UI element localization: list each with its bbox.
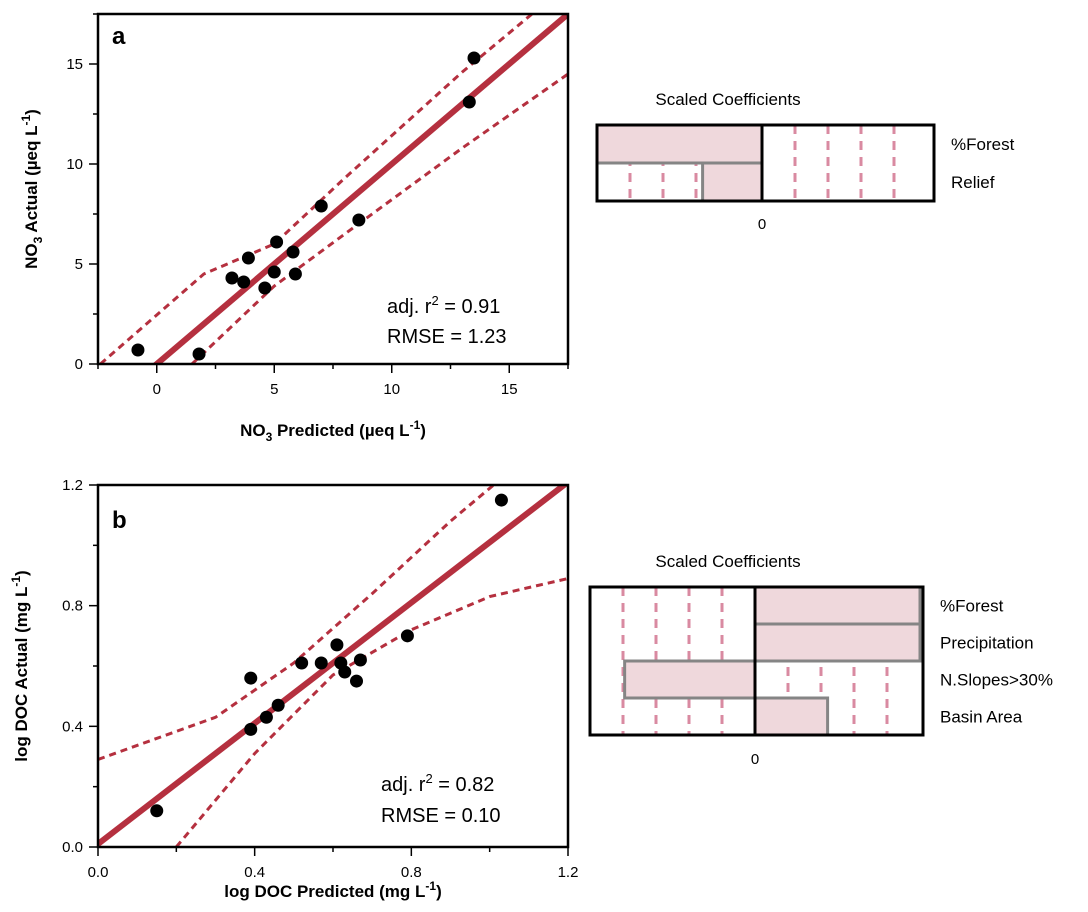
coef-b-title: Scaled Coefficients: [655, 552, 800, 571]
data-point: [314, 656, 328, 670]
coef-bar: [595, 123, 764, 165]
data-point: [244, 671, 258, 685]
y-tick-label: 15: [66, 56, 83, 73]
panel-b-points: [150, 493, 508, 818]
ci-lower-line: [175, 577, 568, 847]
data-point: [271, 698, 285, 712]
data-point: [352, 213, 366, 227]
data-point: [338, 665, 352, 679]
data-point: [353, 653, 367, 667]
coef-zero-label: 0: [758, 216, 766, 233]
panel-a-points: [131, 51, 481, 361]
coef-bar: [753, 622, 922, 663]
data-point: [286, 245, 300, 259]
panel-b-letter: b: [112, 507, 127, 534]
data-point: [288, 267, 302, 281]
coef-zero-label: 0: [751, 751, 759, 768]
coef-frame: [595, 123, 936, 203]
coef-bar-label: Relief: [951, 173, 995, 192]
coef-bar-label: %Forest: [951, 135, 1015, 154]
panel-a-ylabel: NO3 Actual (µeq L-1): [19, 109, 45, 269]
data-point: [400, 629, 414, 643]
coef-panel-a: %Forest Relief 0: [595, 123, 1015, 233]
data-point: [237, 275, 251, 289]
scatter-panel-b: 0.0 0.4 0.8 1.2 0.0 0.4 0.8 1.2 b adj. r2 = 0.8…: [9, 477, 578, 901]
ci-lower-line: [190, 72, 568, 364]
panel-a-rmse: RMSE = 1.23: [387, 326, 507, 348]
data-point: [192, 347, 206, 361]
panel-b-ticks: 0.0 0.4 0.8 1.2 0.0 0.4 0.8 1.2: [62, 477, 578, 881]
data-point: [350, 674, 363, 688]
data-point: [258, 281, 272, 295]
data-point: [270, 235, 284, 249]
x-tick-label: 5: [270, 381, 278, 398]
y-tick-label: 5: [75, 256, 83, 273]
ci-upper-line: [99, 14, 535, 364]
data-point: [225, 271, 239, 285]
data-point: [131, 343, 145, 357]
data-point: [244, 722, 258, 736]
coef-panel-b: %Forest Precipitation N.Slopes>30% Basin Ar…: [588, 585, 1053, 768]
panel-a-r2: adj. r2 = 0.91: [387, 293, 500, 318]
data-point: [314, 199, 328, 213]
data-point: [267, 265, 281, 279]
data-point: [259, 710, 273, 724]
coef-bar: [753, 585, 922, 626]
panel-a-frame: [96, 12, 570, 366]
y-tick-label: 0.4: [62, 718, 83, 735]
data-point: [494, 493, 508, 507]
panel-a-ticks: 0 5 10 15 0 5 10 15: [66, 13, 569, 398]
panel-b-lines: [98, 485, 568, 847]
data-point: [295, 656, 309, 670]
x-tick-label: 15: [501, 381, 518, 398]
panel-b-xlabel: log DOC Predicted (mg L-1): [224, 879, 442, 901]
x-tick-label: 10: [383, 381, 400, 398]
panel-a-lines: [99, 14, 568, 364]
coef-bar: [623, 659, 757, 700]
coef-bar-label: %Forest: [940, 597, 1004, 616]
panel-a-letter: a: [112, 23, 126, 50]
y-tick-label: 0: [75, 356, 83, 373]
coef-bar-label: N.Slopes>30%: [940, 671, 1053, 690]
regression-line: [152, 14, 568, 364]
scatter-panel-a: 0 5 10 15 0 5 10 15 a adj. r2 = 0.91 RMSE = 1.2…: [19, 12, 570, 444]
coef-bar-label: Precipitation: [940, 634, 1034, 653]
coef-a-title: Scaled Coefficients: [655, 90, 800, 109]
y-tick-label: 0.0: [62, 839, 83, 856]
data-point: [467, 51, 481, 65]
x-tick-label: 0: [153, 381, 161, 398]
x-tick-label: 1.2: [558, 864, 579, 881]
panel-b-r2: adj. r2 = 0.82: [381, 771, 494, 796]
x-tick-label: 0.8: [401, 864, 422, 881]
data-point: [330, 638, 344, 652]
panel-b-frame: [96, 483, 570, 849]
x-tick-label: 0.0: [88, 864, 109, 881]
panel-b-ylabel: log DOC Actual (mg L-1): [9, 570, 31, 761]
coef-bar: [701, 161, 764, 203]
ci-upper-line: [98, 485, 495, 761]
y-tick-label: 1.2: [62, 477, 83, 494]
y-tick-label: 0.8: [62, 598, 83, 615]
coef-bar: [753, 696, 830, 737]
data-point: [241, 251, 255, 265]
data-point: [150, 804, 164, 818]
coef-bar-label: Basin Area: [940, 708, 1023, 727]
x-tick-label: 0.4: [244, 864, 265, 881]
data-point: [462, 95, 476, 109]
panel-b-rmse: RMSE = 0.10: [381, 805, 501, 827]
y-tick-label: 10: [66, 156, 83, 173]
panel-a-xlabel: NO3 Predicted (µeq L-1): [240, 418, 426, 444]
regression-line: [98, 485, 568, 847]
